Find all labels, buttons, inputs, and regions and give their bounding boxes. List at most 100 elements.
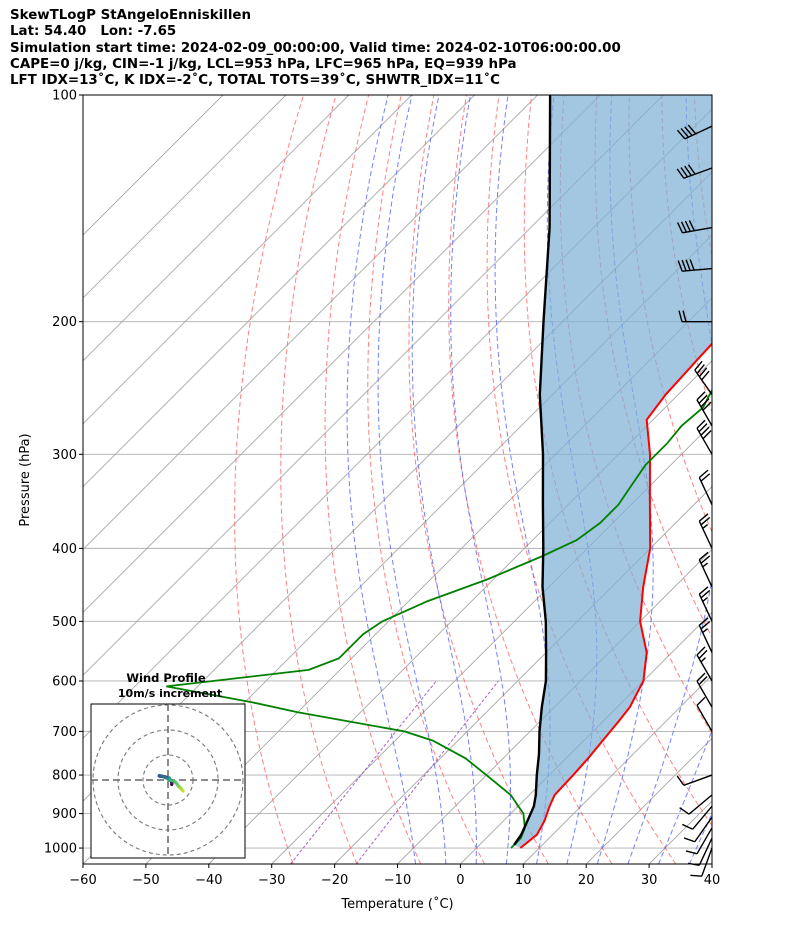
wind-barb (682, 805, 713, 830)
barb-flag (696, 364, 705, 374)
dry-adiabat-line (408, 95, 549, 864)
location-coords: Lat: 54.40 Lon: -7.65 (10, 24, 177, 40)
barb-flag (698, 367, 708, 378)
isotherm-line (271, 423, 712, 864)
chart-header: SkewTLogP StAngeloEnniskillen Lat: 54.40… (10, 8, 621, 89)
barb-flag (696, 419, 706, 429)
barb-flag (679, 807, 690, 815)
barb-flag (677, 260, 683, 272)
barb-flag (698, 394, 708, 404)
isotherm-line (334, 485, 712, 864)
isotherm-line (397, 548, 712, 864)
hodograph-inset: Wind Profile 10m/s increment (90, 671, 246, 859)
wind-barb (698, 469, 713, 506)
wind-barb (696, 696, 713, 732)
dry-adiabat-line (661, 95, 712, 414)
barb-flag (700, 621, 711, 630)
barb-half-flag (702, 523, 708, 529)
barb-flag (680, 221, 688, 233)
barb-flag (684, 220, 691, 232)
y-tick-label: 900 (52, 807, 77, 822)
barb-flag (698, 513, 709, 522)
isotherm-line (83, 95, 287, 299)
temperature-line (519, 342, 712, 849)
barb-staff (701, 847, 713, 877)
wind-barbs (676, 124, 713, 877)
wind-barb (678, 310, 712, 323)
simulation-times: Simulation start time: 2024-02-09_00:00:… (10, 40, 621, 56)
barb-staff (696, 705, 713, 732)
barb-flag (680, 128, 689, 138)
hodograph-segment (180, 788, 185, 793)
temperature-axis: −60 −50 −40 −30 −20 −10 0 10 20 30 40 (69, 864, 720, 888)
pressure-axis: 100 200 300 400 500 600 700 800 900 1000 (44, 89, 83, 857)
barb-staff (696, 399, 713, 427)
barb-flag (687, 862, 700, 866)
wind-barb (696, 419, 713, 455)
x-tick-label: −30 (258, 873, 285, 888)
barb-flag (676, 129, 686, 140)
barb-staff (698, 520, 713, 549)
barb-staff (696, 680, 713, 708)
barb-flag (700, 473, 711, 482)
moist-adiabat-line (720, 95, 794, 864)
barb-flag (690, 874, 702, 877)
moist-adiabat-line (450, 95, 511, 864)
moist-adiabat-line (346, 95, 416, 864)
barb-flag (696, 672, 706, 682)
barb-staff (698, 559, 713, 588)
station-title: SkewTLogP StAngeloEnniskillen (10, 8, 252, 23)
barb-flag (696, 696, 706, 706)
barb-flag (698, 551, 709, 561)
y-tick-label: 1000 (44, 842, 77, 857)
isotherm-line (145, 297, 712, 864)
dry-adiabat-line (448, 95, 613, 864)
dry-adiabat-line (367, 95, 485, 864)
isotherm-line (83, 95, 538, 551)
wind-barb (683, 816, 713, 843)
dry-adiabat-line (234, 95, 304, 864)
x-tick-label: 40 (704, 873, 721, 888)
isotherm-line (83, 95, 664, 676)
x-tick-label: 20 (578, 873, 595, 888)
y-tick-label: 400 (52, 542, 77, 557)
x-tick-label: −50 (132, 873, 159, 888)
barb-flag (684, 126, 693, 136)
barb-flag (685, 850, 698, 855)
barb-flag (676, 775, 685, 786)
barb-flag (698, 649, 708, 659)
dry-adiabat-line (280, 95, 358, 864)
barb-flag (700, 516, 711, 526)
barb-staff (698, 593, 713, 622)
y-axis-label: Pressure (hPa) (18, 433, 33, 526)
hodograph-title: Wind Profile (126, 671, 206, 685)
barb-staff (698, 837, 713, 866)
barb-flag (688, 220, 695, 232)
cape-cin-fill (514, 95, 712, 848)
isotherm-line (522, 674, 712, 864)
wind-barb (685, 827, 713, 855)
barb-staff (683, 167, 713, 179)
isotherm-line (83, 95, 350, 362)
barb-flag (700, 555, 711, 564)
moist-adiabat-line (377, 95, 447, 864)
x-tick-label: −10 (384, 873, 411, 888)
barb-half-flag (702, 596, 708, 602)
x-tick-label: −20 (321, 873, 348, 888)
wind-barb (676, 164, 713, 179)
barb-flag (702, 401, 712, 411)
y-tick-label: 800 (52, 769, 77, 784)
x-tick-label: 30 (641, 873, 658, 888)
parcel-path-line (513, 95, 552, 846)
x-tick-label: −60 (69, 873, 96, 888)
stability-indices-1: CAPE=0 j/kg, CIN=-1 j/kg, LCL=953 hPa, L… (10, 56, 517, 72)
wind-barb (696, 391, 713, 427)
barb-staff (696, 827, 713, 855)
dry-adiabat-line (324, 95, 422, 864)
dry-adiabat-line (523, 95, 712, 827)
barb-staff (682, 267, 713, 272)
barb-flag (681, 259, 687, 272)
barb-half-flag (702, 562, 708, 568)
barb-half-flag (700, 657, 706, 663)
